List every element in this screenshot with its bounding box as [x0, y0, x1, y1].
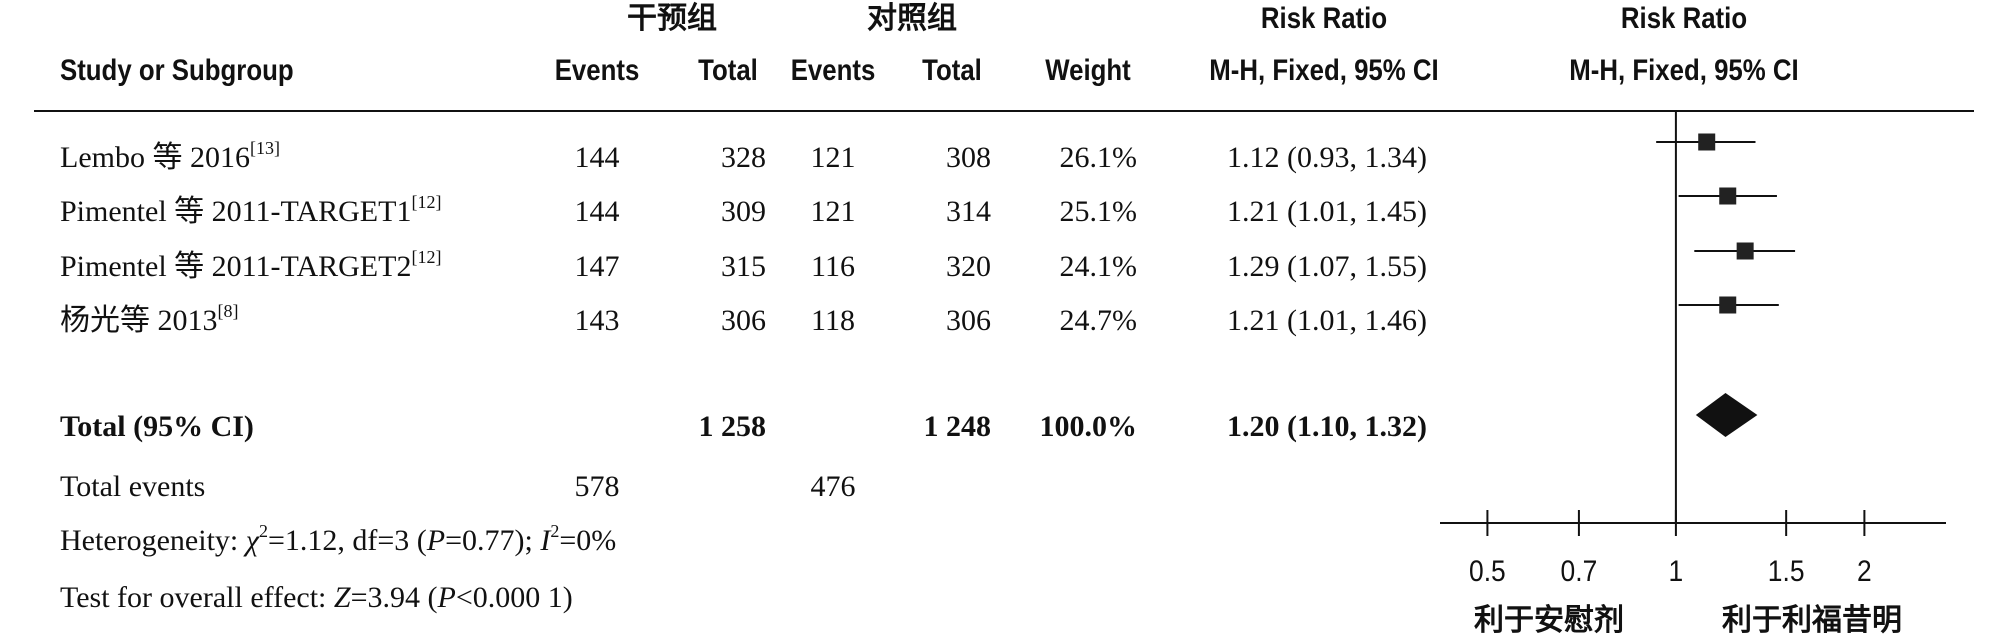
study-name: Lembo 等 2016[13] [60, 138, 280, 174]
study-weight: 24.7% [1059, 304, 1138, 337]
study-events-control: 118 [811, 304, 855, 337]
study-ci: 1.21 (1.01, 1.46) [1227, 304, 1427, 337]
control-group-header: 对照组 [867, 2, 957, 35]
study-events-intervention: 147 [574, 250, 620, 283]
study-ci: 1.21 (1.01, 1.45) [1227, 195, 1427, 228]
total-events-intervention: 578 [574, 470, 620, 503]
x-axis-tick-label: 0.5 [1469, 553, 1506, 587]
total-events-label: Total events [60, 470, 206, 503]
study-events-control: 116 [811, 250, 855, 283]
study-point-square [1719, 296, 1737, 314]
x-axis-tick-label: 1 [1669, 553, 1684, 587]
total-events-control: 476 [810, 470, 856, 503]
study-column-header: Study or Subgroup [60, 54, 294, 87]
x-right-caption: 利于利福昔明 [1722, 603, 1902, 638]
study-weight: 26.1% [1059, 141, 1138, 174]
header-rule [34, 110, 1974, 112]
total-weight: 100.0% [1039, 410, 1138, 443]
study-point-square [1736, 242, 1754, 260]
study-total-control: 308 [946, 141, 991, 174]
study-events-control: 121 [810, 195, 856, 228]
study-total-intervention: 309 [721, 195, 766, 228]
overall-effect-text: Test for overall effect: Z=3.94 (P<0.000… [60, 581, 573, 614]
study-total-control: 314 [946, 195, 991, 228]
study-total-intervention: 306 [721, 304, 766, 337]
x-axis-tick-label: 0.7 [1561, 553, 1598, 587]
study-ci: 1.12 (0.93, 1.34) [1227, 141, 1427, 174]
study-weight: 24.1% [1059, 250, 1138, 283]
study-total-control: 320 [946, 250, 991, 283]
x-axis-tick-label: 1.5 [1768, 553, 1805, 587]
study-events-control: 121 [810, 141, 856, 174]
x-left-caption: 利于安慰剂 [1474, 603, 1624, 638]
total-intervention: 1 258 [698, 410, 767, 443]
study-name: Pimentel 等 2011-TARGET1[12] [60, 192, 442, 228]
intervention-group-header: 干预组 [627, 2, 717, 35]
x-axis-tick-label: 2 [1857, 553, 1872, 587]
study-events-intervention: 144 [574, 195, 620, 228]
study-events-intervention: 143 [574, 304, 620, 337]
total-diamond [1695, 393, 1758, 437]
study-name: 杨光等 2013[8] [60, 301, 239, 337]
total-label: Total (95% CI) [60, 410, 254, 443]
heterogeneity-text: Heterogeneity: χ2=1.12, df=3 (P=0.77); I… [60, 521, 617, 557]
study-weight: 25.1% [1059, 195, 1138, 228]
study-point-square [1719, 187, 1737, 205]
study-ci: 1.29 (1.07, 1.55) [1227, 250, 1427, 283]
study-events-intervention: 144 [574, 141, 620, 174]
study-point-square [1698, 133, 1716, 151]
study-total-intervention: 328 [721, 141, 766, 174]
study-total-intervention: 315 [721, 250, 766, 283]
total-control: 1 248 [923, 410, 992, 443]
total-ci: 1.20 (1.10, 1.32) [1227, 410, 1427, 443]
study-total-control: 306 [946, 304, 991, 337]
study-name: Pimentel 等 2011-TARGET2[12] [60, 247, 442, 283]
